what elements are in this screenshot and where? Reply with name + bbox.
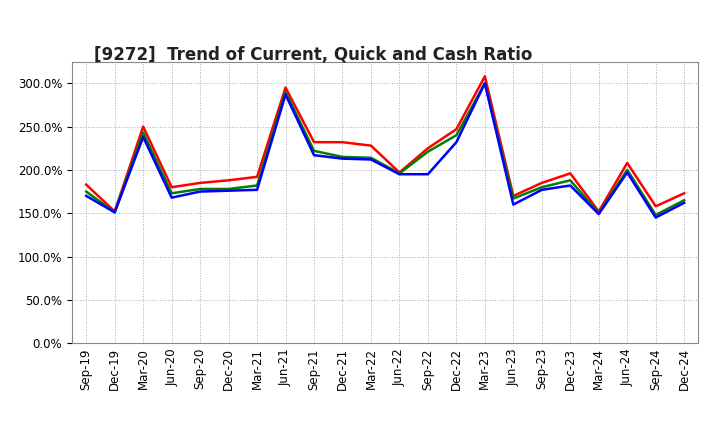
Cash Ratio [310, 153, 318, 158]
Current Ratio [537, 180, 546, 186]
Line: Quick Ratio: Quick Ratio [86, 83, 684, 215]
Text: [9272]  Trend of Current, Quick and Cash Ratio: [9272] Trend of Current, Quick and Cash … [94, 46, 532, 64]
Quick Ratio [680, 198, 688, 203]
Current Ratio [652, 204, 660, 209]
Cash Ratio [452, 139, 461, 145]
Current Ratio [680, 191, 688, 196]
Cash Ratio [680, 200, 688, 205]
Quick Ratio [253, 183, 261, 188]
Quick Ratio [282, 89, 290, 95]
Cash Ratio [253, 187, 261, 192]
Quick Ratio [537, 185, 546, 190]
Quick Ratio [566, 178, 575, 183]
Quick Ratio [595, 211, 603, 216]
Cash Ratio [566, 183, 575, 188]
Cash Ratio [595, 212, 603, 217]
Cash Ratio [139, 134, 148, 139]
Cash Ratio [423, 172, 432, 177]
Cash Ratio [167, 195, 176, 200]
Quick Ratio [395, 171, 404, 176]
Current Ratio [480, 73, 489, 79]
Current Ratio [253, 174, 261, 180]
Current Ratio [225, 178, 233, 183]
Current Ratio [366, 143, 375, 148]
Quick Ratio [652, 213, 660, 218]
Cash Ratio [537, 187, 546, 192]
Current Ratio [423, 146, 432, 151]
Quick Ratio [139, 130, 148, 135]
Current Ratio [338, 139, 347, 145]
Quick Ratio [338, 154, 347, 160]
Current Ratio [196, 180, 204, 186]
Cash Ratio [366, 157, 375, 162]
Quick Ratio [82, 189, 91, 194]
Current Ratio [110, 209, 119, 214]
Cash Ratio [338, 156, 347, 161]
Quick Ratio [167, 191, 176, 196]
Current Ratio [139, 124, 148, 129]
Current Ratio [167, 185, 176, 190]
Current Ratio [82, 182, 91, 187]
Quick Ratio [509, 196, 518, 201]
Current Ratio [452, 127, 461, 132]
Current Ratio [282, 85, 290, 90]
Quick Ratio [225, 186, 233, 191]
Cash Ratio [480, 81, 489, 86]
Quick Ratio [623, 167, 631, 172]
Current Ratio [395, 170, 404, 175]
Cash Ratio [196, 189, 204, 194]
Cash Ratio [225, 188, 233, 193]
Current Ratio [310, 139, 318, 145]
Current Ratio [595, 209, 603, 214]
Cash Ratio [282, 92, 290, 97]
Cash Ratio [110, 210, 119, 215]
Line: Cash Ratio: Cash Ratio [86, 83, 684, 217]
Quick Ratio [196, 186, 204, 191]
Cash Ratio [509, 202, 518, 207]
Quick Ratio [423, 149, 432, 154]
Cash Ratio [82, 193, 91, 198]
Current Ratio [509, 193, 518, 198]
Cash Ratio [652, 215, 660, 220]
Quick Ratio [366, 155, 375, 161]
Quick Ratio [452, 132, 461, 138]
Current Ratio [623, 160, 631, 165]
Cash Ratio [395, 172, 404, 177]
Quick Ratio [480, 81, 489, 86]
Line: Current Ratio: Current Ratio [86, 76, 684, 212]
Cash Ratio [623, 170, 631, 175]
Quick Ratio [110, 210, 119, 215]
Quick Ratio [310, 148, 318, 154]
Current Ratio [566, 171, 575, 176]
